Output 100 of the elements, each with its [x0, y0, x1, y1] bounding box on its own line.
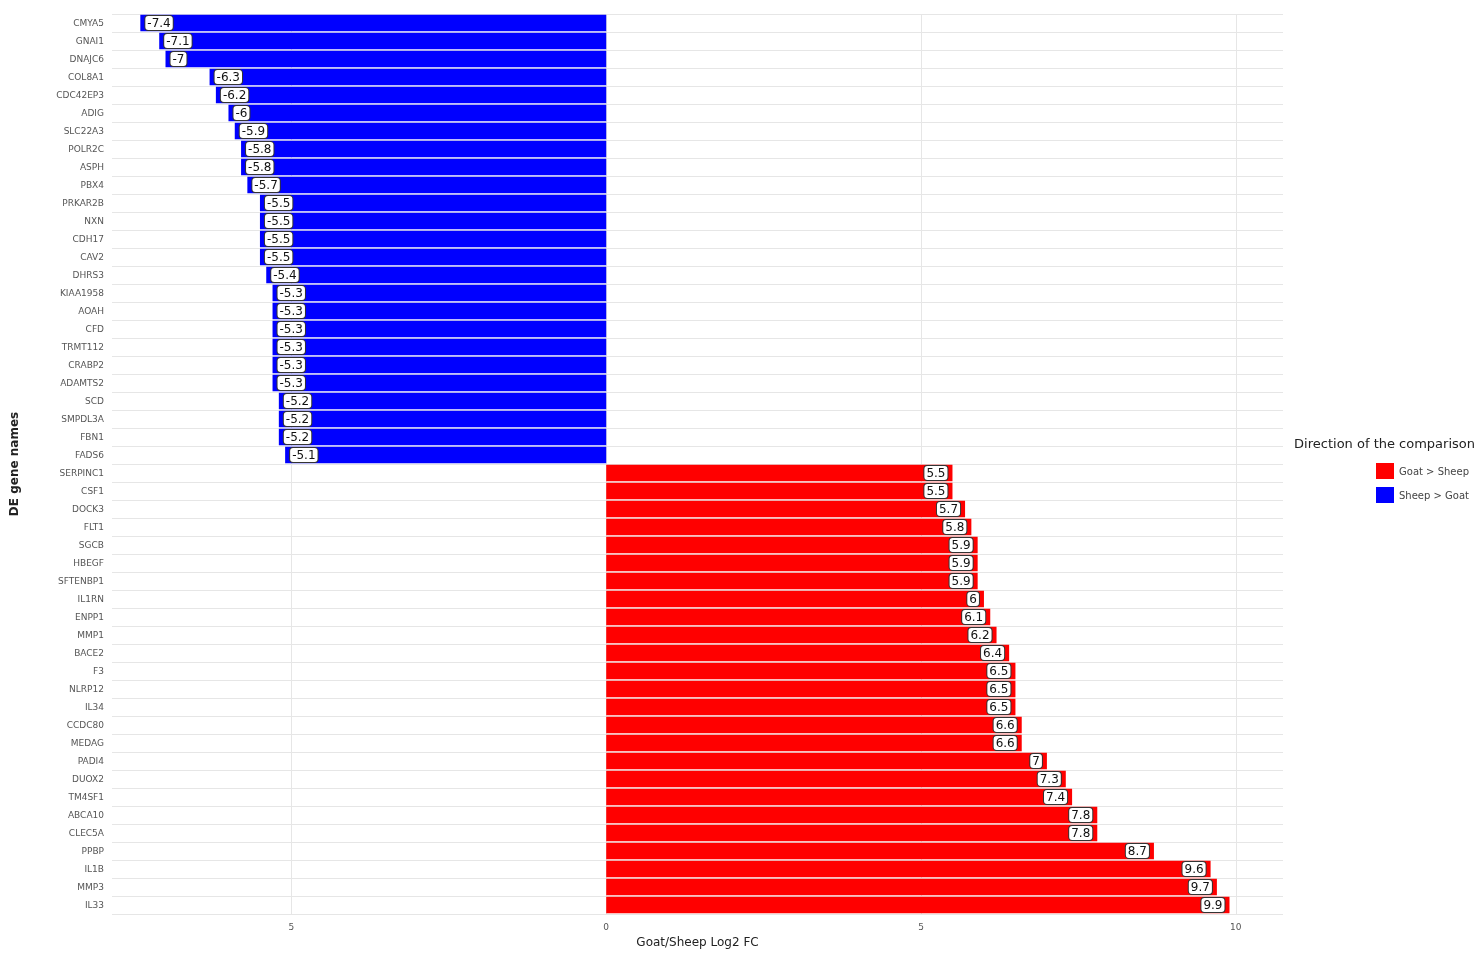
bar — [606, 662, 1016, 680]
bar — [606, 788, 1073, 806]
y-tick-label: FLT1 — [83, 522, 104, 532]
data-label: -5.3 — [279, 286, 303, 300]
data-label: -5.3 — [279, 376, 303, 390]
data-label: -5.3 — [279, 304, 303, 318]
bar — [606, 680, 1016, 698]
y-tick-label: DOCK3 — [72, 504, 104, 514]
y-tick-label: TM4SF1 — [67, 792, 104, 802]
x-tick-label: 0 — [603, 921, 610, 932]
data-label: -5.1 — [292, 448, 316, 462]
bar — [259, 194, 607, 212]
x-tick-label: 5 — [288, 921, 295, 932]
bar — [209, 68, 607, 86]
data-label: 5.9 — [951, 538, 971, 552]
y-tick-label: CAV2 — [80, 252, 104, 262]
y-tick-label: CSF1 — [81, 486, 104, 496]
data-label: -5.9 — [241, 124, 266, 138]
y-tick-label: GNAI1 — [75, 36, 104, 46]
y-tick-label: ABCA10 — [67, 810, 105, 820]
y-tick-label: MMP1 — [77, 630, 104, 640]
y-tick-label: TRMT112 — [60, 342, 104, 352]
x-tick-label: 10 — [1230, 921, 1242, 932]
bar — [606, 572, 978, 590]
y-tick-label: F3 — [93, 666, 104, 676]
data-label: 6.6 — [995, 718, 1015, 732]
data-label: 8.7 — [1127, 844, 1147, 858]
y-tick-label: CLEC5A — [68, 828, 105, 838]
y-tick-label: FADS6 — [75, 450, 105, 460]
data-label: -5.5 — [266, 214, 291, 228]
bar — [606, 500, 966, 518]
x-axis-title: Goat/Sheep Log2 FC — [636, 935, 759, 949]
bar — [606, 482, 953, 500]
data-label: -5.5 — [266, 250, 291, 264]
bar — [278, 392, 607, 410]
y-tick-label: IL33 — [84, 900, 104, 910]
data-label: -6.3 — [216, 70, 241, 84]
data-label: 7.4 — [1046, 790, 1066, 804]
bar — [159, 32, 607, 50]
y-tick-label: CFD — [85, 324, 105, 334]
y-tick-label: DNAJC6 — [69, 54, 105, 64]
data-label: 5.9 — [951, 574, 971, 588]
y-tick-label: MEDAG — [70, 738, 105, 748]
data-label: -7.4 — [147, 16, 171, 30]
bar — [606, 896, 1230, 914]
y-tick-label: SGCB — [78, 540, 104, 550]
data-label: 6.5 — [989, 664, 1009, 678]
bar — [606, 752, 1047, 770]
data-label: -5.5 — [266, 232, 291, 246]
bar — [272, 284, 607, 302]
y-tick-label: AOAH — [78, 306, 104, 316]
bar — [215, 86, 607, 104]
data-label: -5.2 — [285, 394, 310, 408]
bar — [606, 860, 1211, 878]
bar — [241, 140, 607, 158]
bar — [272, 302, 607, 320]
y-tick-label: IL1B — [84, 864, 104, 874]
bar — [234, 122, 607, 140]
data-label: 6.5 — [989, 700, 1009, 714]
y-axis-title: DE gene names — [7, 411, 21, 517]
bar — [272, 356, 607, 374]
data-label: 9.6 — [1184, 862, 1204, 876]
bar — [259, 212, 607, 230]
bar — [241, 158, 607, 176]
y-tick-label: ADIG — [81, 108, 105, 118]
bar — [272, 374, 607, 392]
y-tick-label: CDH17 — [72, 234, 104, 244]
y-tick-label: NXN — [84, 216, 104, 226]
bar — [606, 716, 1022, 734]
bar — [272, 338, 607, 356]
data-label: 6.2 — [970, 628, 990, 642]
y-tick-label: PBX4 — [80, 180, 105, 190]
y-tick-label: CMYA5 — [73, 18, 104, 28]
data-label: -6 — [235, 106, 248, 120]
data-label: -5.7 — [254, 178, 278, 192]
bar — [606, 824, 1098, 842]
y-tick-label: SMPDL3A — [61, 414, 105, 424]
y-tick-label: PADI4 — [77, 756, 105, 766]
y-tick-label: COL8A1 — [68, 72, 104, 82]
bar — [266, 266, 607, 284]
y-tick-label: SERPINC1 — [59, 468, 104, 478]
data-label: 6 — [969, 592, 977, 606]
bar — [278, 410, 607, 428]
y-tick-label: PPBP — [81, 846, 105, 856]
bar — [606, 608, 991, 626]
y-tick-label: DUOX2 — [72, 774, 104, 784]
bar — [285, 446, 607, 464]
y-tick-label: SFTENBP1 — [58, 576, 104, 586]
bar — [165, 50, 607, 68]
legend-title: Direction of the comparison — [1294, 436, 1476, 451]
y-tick-label: CDC42EP3 — [56, 90, 104, 100]
data-label: -7.1 — [166, 34, 190, 48]
bar — [606, 626, 997, 644]
data-label: 5.9 — [951, 556, 971, 570]
bar — [606, 590, 984, 608]
bar — [606, 806, 1098, 824]
data-label: 7 — [1032, 754, 1040, 768]
bar — [606, 536, 978, 554]
data-label: -6.2 — [222, 88, 247, 102]
data-label: 5.5 — [926, 484, 946, 498]
